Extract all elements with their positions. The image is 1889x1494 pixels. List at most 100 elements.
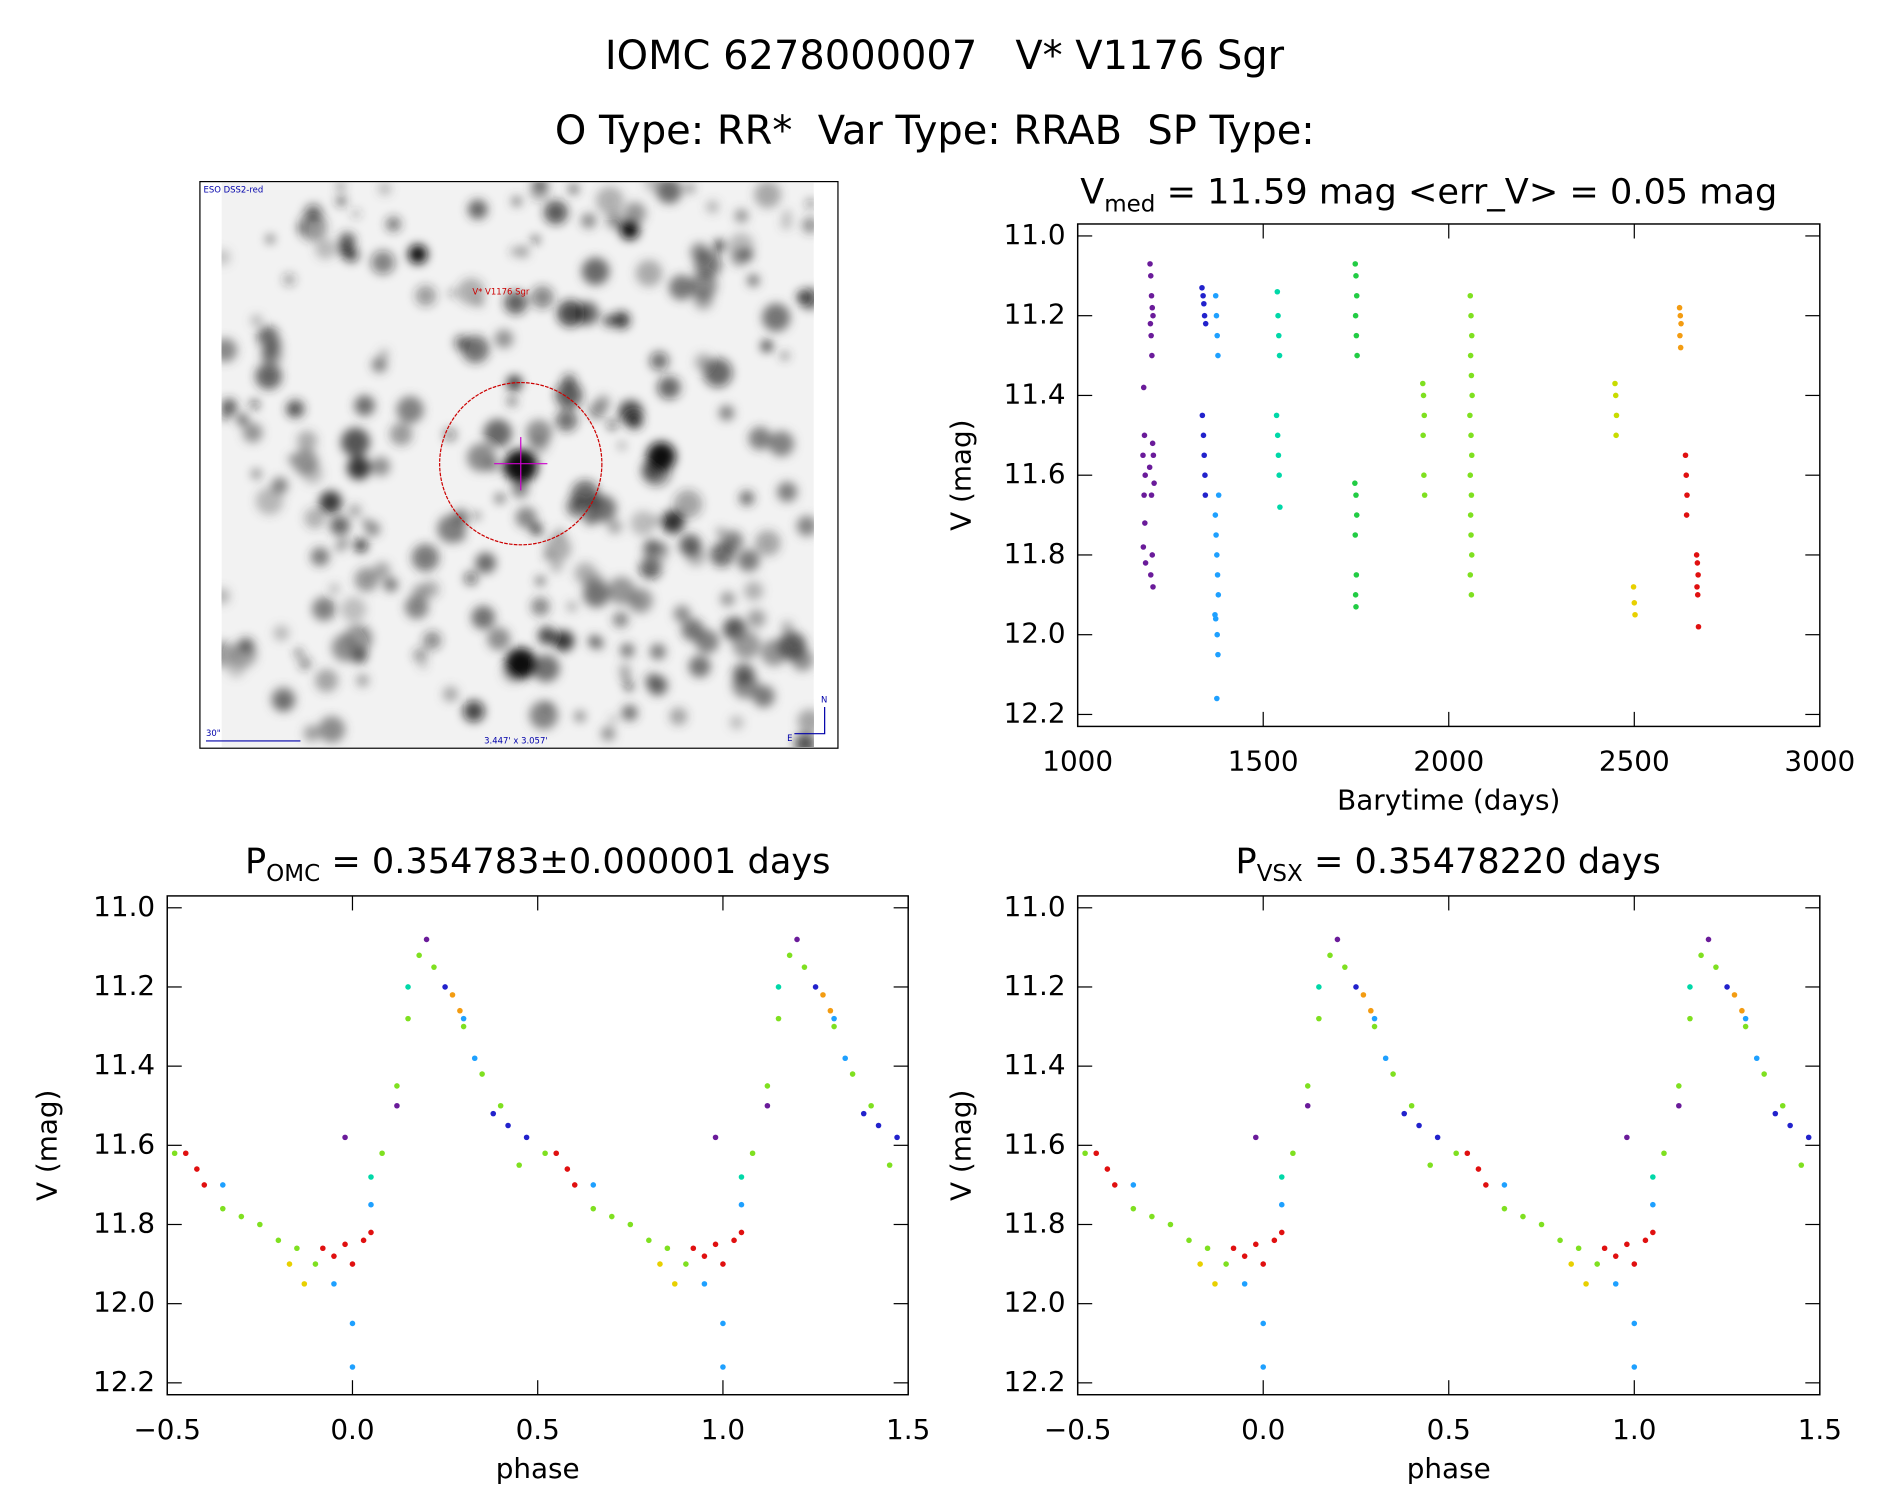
data-point — [1214, 332, 1220, 339]
data-point — [1371, 1015, 1378, 1022]
data-point — [1779, 1102, 1786, 1109]
star-blob — [689, 271, 718, 300]
data-point — [1304, 1083, 1311, 1089]
data-point — [1416, 1122, 1422, 1129]
data-point — [1147, 261, 1153, 267]
star-blob — [273, 625, 290, 641]
star-blob — [747, 609, 766, 628]
data-point — [1202, 492, 1209, 498]
data-point — [1253, 1134, 1259, 1141]
star-blob — [221, 338, 238, 363]
data-point — [1468, 372, 1475, 379]
data-point — [738, 1229, 745, 1236]
data-point — [1739, 1007, 1745, 1014]
data-point — [1334, 936, 1341, 943]
data-point — [1148, 492, 1155, 498]
y-tick-label: 11.6 — [93, 1127, 155, 1160]
star-blob — [566, 601, 577, 612]
y-tick-label: 11.0 — [1004, 218, 1066, 251]
data-point — [1468, 592, 1475, 598]
star-blob — [747, 274, 760, 287]
data-point — [1147, 273, 1154, 279]
data-point — [1167, 1221, 1174, 1228]
y-tick-label: 11.0 — [93, 890, 155, 923]
star-blob — [221, 588, 230, 605]
data-point — [590, 1182, 597, 1188]
star-blob — [347, 456, 371, 480]
data-point — [801, 964, 808, 970]
data-point — [1353, 512, 1360, 518]
star-blob — [782, 210, 792, 220]
star-blob — [744, 581, 764, 601]
star-blob — [620, 220, 640, 240]
data-point — [1353, 604, 1359, 610]
star-blob — [292, 448, 319, 475]
data-point — [849, 1071, 856, 1077]
data-point — [490, 1110, 497, 1117]
x-tick-label: 0.5 — [516, 1413, 560, 1446]
star-blob — [549, 559, 563, 573]
y-tick-label: 11.2 — [1004, 969, 1066, 1002]
star-blob — [370, 250, 395, 275]
data-point — [312, 1261, 319, 1267]
star-blob — [467, 199, 488, 220]
star-blob — [456, 533, 466, 542]
data-point — [831, 1023, 837, 1030]
data-point — [1468, 332, 1475, 339]
star-blob — [335, 195, 347, 207]
star-blob — [515, 506, 537, 529]
star-blob — [555, 409, 578, 432]
data-point — [701, 1253, 708, 1259]
y-tick-label: 11.2 — [1004, 298, 1066, 331]
data-point — [275, 1237, 282, 1244]
data-point — [1130, 1182, 1137, 1188]
x-tick-label: 2000 — [1413, 745, 1484, 778]
data-point — [812, 984, 819, 990]
title-sub: OMC — [266, 861, 320, 887]
data-point — [1631, 1320, 1638, 1327]
star-blob — [356, 674, 369, 687]
plot-frame — [166, 895, 909, 1396]
data-point — [1354, 352, 1360, 359]
data-point — [1352, 592, 1359, 598]
data-point — [1642, 1237, 1649, 1244]
data-point — [1676, 1083, 1682, 1089]
data-point — [1624, 1134, 1630, 1141]
star-blob — [794, 733, 814, 747]
data-point — [1327, 952, 1333, 959]
star-blob — [329, 583, 340, 595]
star-blob — [505, 647, 537, 680]
star-blob — [255, 362, 282, 390]
data-point — [1278, 1174, 1285, 1180]
data-point — [1434, 1134, 1441, 1141]
title-sub: med — [1104, 191, 1155, 217]
data-point — [238, 1213, 245, 1220]
star-blob — [588, 635, 601, 648]
data-point — [1742, 1015, 1749, 1022]
star-blob — [649, 351, 669, 371]
star-blob — [703, 358, 733, 388]
data-point — [1468, 432, 1474, 439]
data-point — [1694, 592, 1701, 598]
data-point — [405, 984, 411, 990]
star-blob — [221, 398, 238, 415]
x-tick-label: 1.5 — [1798, 1413, 1842, 1446]
data-point — [1753, 1055, 1760, 1062]
data-point — [712, 1241, 719, 1248]
data-point — [1631, 600, 1638, 606]
star-blob — [221, 249, 231, 266]
data-point — [220, 1205, 226, 1212]
star-blob — [396, 396, 424, 424]
data-point — [1698, 952, 1704, 959]
star-blob — [531, 597, 550, 616]
data-point — [1613, 432, 1619, 439]
data-point — [497, 1102, 504, 1109]
data-point — [1148, 292, 1155, 299]
title-main: V — [1080, 172, 1104, 213]
y-tick-label: 11.4 — [93, 1048, 155, 1081]
star-blob — [464, 571, 478, 585]
star-blob — [543, 200, 568, 225]
star-blob — [511, 481, 529, 498]
star-blob — [768, 431, 795, 457]
star-blob — [737, 549, 760, 572]
